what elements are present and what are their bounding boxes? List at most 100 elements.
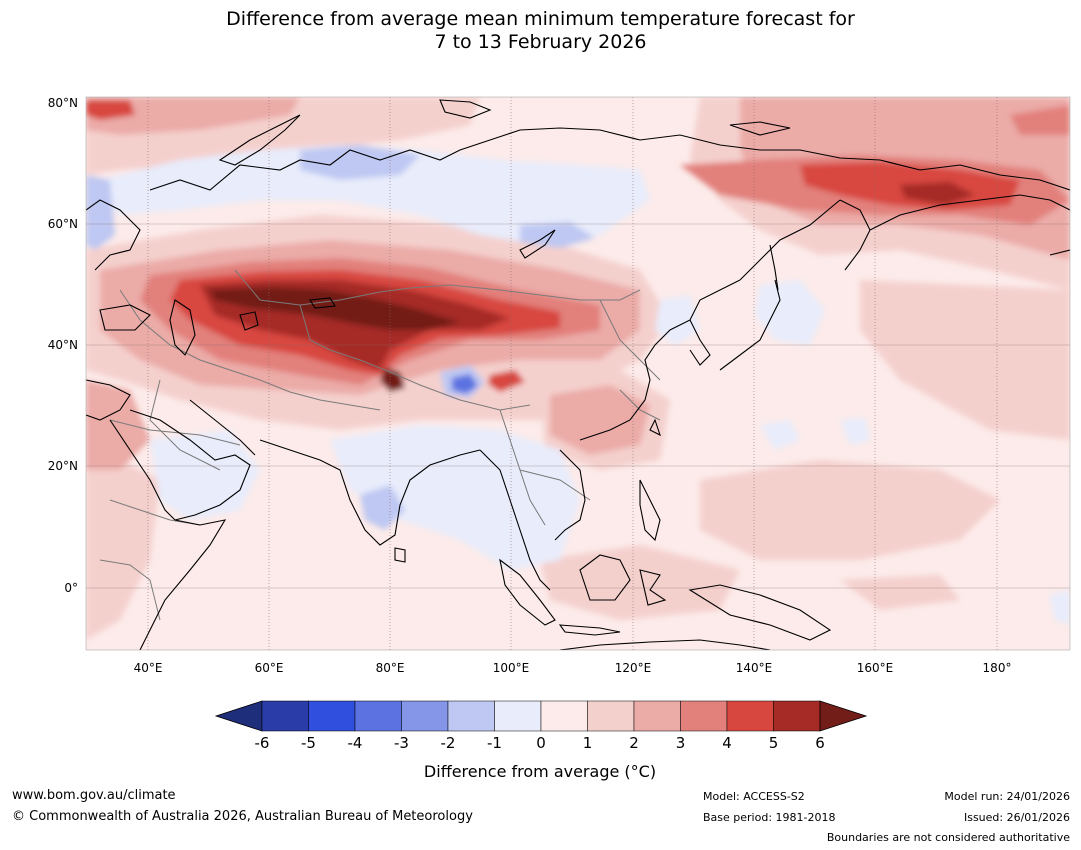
cold-region-siberia-3 — [520, 222, 595, 248]
colorbar-bin — [308, 700, 356, 732]
cold-region-siberia-2 — [300, 145, 420, 180]
warm-region-4-tibet — [488, 370, 525, 392]
colorbar-bin — [494, 700, 542, 732]
colorbar-tick-label: -5 — [301, 734, 316, 752]
warm-region-pacific-east — [840, 575, 960, 610]
cold-region-scandinavia — [86, 175, 115, 250]
cold-region-korea — [655, 295, 700, 345]
warm-region-2-arctic — [86, 97, 300, 135]
coast-balkhash — [309, 297, 336, 309]
warm-region-5-siberia — [900, 182, 975, 205]
map-title: Difference from average mean minimum tem… — [0, 8, 1081, 54]
warm-region-indonesia — [540, 545, 740, 620]
footer-disclaimer: Boundaries are not considered authoritat… — [826, 831, 1070, 844]
coast-arctic — [149, 127, 1070, 191]
colorbar-tick-label: -2 — [441, 734, 456, 752]
lon-label-40e: 40°E — [134, 661, 163, 675]
title-line-2: 7 to 13 February 2026 — [434, 31, 647, 53]
coast-baikal — [519, 229, 556, 259]
lon-label-180: 180° — [983, 661, 1012, 675]
coast-severnaya — [439, 99, 492, 119]
warm-region-4-arctic — [86, 100, 135, 120]
coast-burma-thai — [479, 449, 551, 591]
longitude-labels: 40°E 60°E 80°E 100°E 120°E 140°E 160°E 1… — [134, 661, 1012, 675]
lat-label-80n: 80°N — [48, 96, 78, 110]
colorbar-tick-label: -6 — [255, 734, 270, 752]
colorbar-label: Difference from average (°C) — [424, 762, 656, 781]
cold-region-siberia — [100, 145, 650, 245]
coast-arabia — [129, 409, 251, 521]
warm-region-africa — [86, 460, 160, 640]
coast-taiwan — [649, 418, 661, 437]
cold-region-pacific — [760, 420, 800, 450]
colorbar-tick-label: -4 — [348, 734, 363, 752]
colorbar-bin — [726, 700, 774, 732]
coast-new-siberian — [729, 121, 791, 136]
coast-sakhalin — [769, 244, 779, 291]
colorbar-bin — [354, 700, 402, 732]
coast-japan — [719, 279, 781, 371]
footer-website[interactable]: www.bom.gov.au/climate — [12, 788, 176, 803]
coast-sumatra — [499, 558, 556, 626]
coast-sulawesi — [639, 569, 667, 606]
coast-mediterranean — [86, 379, 131, 421]
colorbar-tick-label: 4 — [722, 734, 732, 752]
colorbar-bin — [680, 700, 728, 732]
map-frame — [85, 96, 1071, 651]
coast-india — [259, 439, 481, 546]
lat-label-40n: 40°N — [48, 338, 78, 352]
cold-region-pacific-2 — [840, 418, 870, 445]
coast-alaska — [1049, 249, 1070, 256]
cold-region-australia — [1050, 590, 1070, 625]
coast-bering — [869, 194, 1070, 231]
warm-region-pacific-mid — [860, 280, 1070, 440]
country-boundaries — [99, 269, 661, 621]
colorbar-tick-label: -1 — [487, 734, 502, 752]
footer-issued: Issued: 26/01/2026 — [963, 811, 1070, 824]
coast-black-sea — [99, 304, 151, 331]
lon-label-140e: 140°E — [736, 661, 773, 675]
warm-region-2-europe — [86, 380, 150, 470]
colorbar-bin — [540, 700, 588, 732]
warm-region-6-central — [210, 287, 460, 330]
warm-region-6-himalaya — [380, 368, 405, 392]
colorbar-tick-label: 5 — [769, 734, 779, 752]
colorbar-bin — [633, 700, 681, 732]
coast-korea — [689, 319, 711, 366]
colorbar-bin — [401, 700, 449, 732]
lon-label-60e: 60°E — [255, 661, 284, 675]
warm-region-west-pacific — [700, 460, 1000, 560]
footer-model-run: Model run: 24/01/2026 — [944, 790, 1070, 803]
coast-china — [579, 279, 741, 441]
cold-region-tibet-core — [452, 374, 478, 394]
latitude-labels: 80°N 60°N 40°N 20°N 0° — [48, 96, 78, 595]
warm-region-2-china — [550, 385, 650, 455]
cold-region-india-2 — [360, 485, 405, 530]
title-line-1: Difference from average mean minimum tem… — [226, 8, 855, 30]
colorbar-extend-low — [214, 700, 263, 732]
lat-label-20n: 20°N — [48, 459, 78, 473]
colorbar-extend-high — [819, 700, 868, 732]
cold-region-arabia — [150, 430, 260, 520]
coast-okhotsk — [739, 199, 841, 281]
coast-java — [558, 624, 621, 636]
coast-aral — [239, 311, 259, 331]
coast-borneo — [579, 554, 631, 601]
warm-region-3-arctic — [1010, 105, 1070, 135]
coast-persian-gulf — [189, 399, 256, 456]
colorbar-tick-label: 3 — [676, 734, 686, 752]
colorbar: -6 -5 -4 -3 -2 -1 0 1 2 3 4 5 6 — [214, 700, 868, 752]
colorbar-tick-label: 0 — [536, 734, 546, 752]
coast-caspian — [169, 299, 196, 356]
colorbar-tick-label: 6 — [815, 734, 825, 752]
colorbar-bin — [261, 700, 309, 732]
coast-indochina — [554, 449, 586, 541]
colorbar-bin — [773, 700, 821, 732]
lon-label-80e: 80°E — [376, 661, 405, 675]
lon-label-120e: 120°E — [615, 661, 652, 675]
coastlines — [86, 99, 1070, 650]
lon-label-160e: 160°E — [857, 661, 894, 675]
coast-scandinavia — [86, 199, 141, 271]
lon-label-100e: 100°E — [493, 661, 530, 675]
